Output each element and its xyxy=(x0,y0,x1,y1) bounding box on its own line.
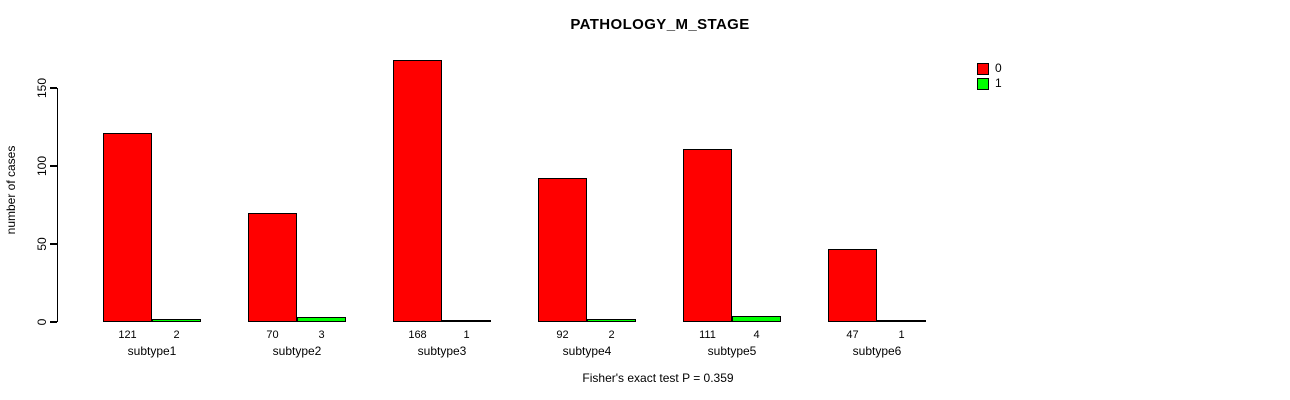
bar-series-1 xyxy=(152,318,201,322)
bar-value-label: 168 xyxy=(408,329,427,341)
y-axis-line xyxy=(57,88,59,322)
category-label-subtype1: subtype1 xyxy=(127,344,177,358)
category-label-subtype6: subtype6 xyxy=(852,344,902,358)
legend-item-1: 1 xyxy=(977,76,1002,91)
y-tick-label: 0 xyxy=(35,318,49,326)
bar-value-label: 47 xyxy=(846,329,859,341)
y-tick xyxy=(50,321,57,323)
legend-item-0: 0 xyxy=(977,61,1002,76)
category-label-subtype3: subtype3 xyxy=(417,344,467,358)
bar-series-1 xyxy=(587,318,636,322)
bar-value-label: 1 xyxy=(463,329,470,341)
y-tick-label: 150 xyxy=(35,77,49,99)
legend-label: 1 xyxy=(995,76,1002,90)
category-label-subtype4: subtype4 xyxy=(562,344,612,358)
y-tick xyxy=(50,87,57,89)
bar-series-1 xyxy=(297,317,346,322)
y-tick-label: 100 xyxy=(35,155,49,177)
bar-value-label: 2 xyxy=(608,329,615,341)
bar-value-label: 2 xyxy=(173,329,180,341)
bar-series-0 xyxy=(538,178,587,322)
legend-swatch-icon xyxy=(977,62,989,75)
bar-value-label: 3 xyxy=(318,329,325,341)
bar-value-label: 121 xyxy=(118,329,137,341)
bar-value-label: 70 xyxy=(266,329,279,341)
y-tick xyxy=(50,243,57,245)
bar-series-1 xyxy=(442,320,491,322)
legend-label: 0 xyxy=(995,61,1002,75)
bar-series-0 xyxy=(103,133,152,322)
bar-value-label: 4 xyxy=(753,329,760,341)
bar-series-1 xyxy=(877,320,926,322)
chart-title: PATHOLOGY_M_STAGE xyxy=(570,16,750,33)
bar-series-0 xyxy=(248,212,297,322)
category-label-subtype5: subtype5 xyxy=(707,344,757,358)
category-label-subtype2: subtype2 xyxy=(272,344,322,358)
bar-series-1 xyxy=(732,315,781,322)
bar-series-0 xyxy=(828,248,877,322)
bar-series-0 xyxy=(393,59,442,322)
bar-value-label: 111 xyxy=(699,329,716,341)
y-tick xyxy=(50,165,57,167)
y-tick-label: 50 xyxy=(35,237,49,251)
legend-swatch-icon xyxy=(977,77,989,90)
bar-value-label: 92 xyxy=(556,329,569,341)
bar-series-0 xyxy=(683,148,732,322)
stat-test-caption: Fisher's exact test P = 0.359 xyxy=(582,371,734,385)
bar-value-label: 1 xyxy=(898,329,905,341)
